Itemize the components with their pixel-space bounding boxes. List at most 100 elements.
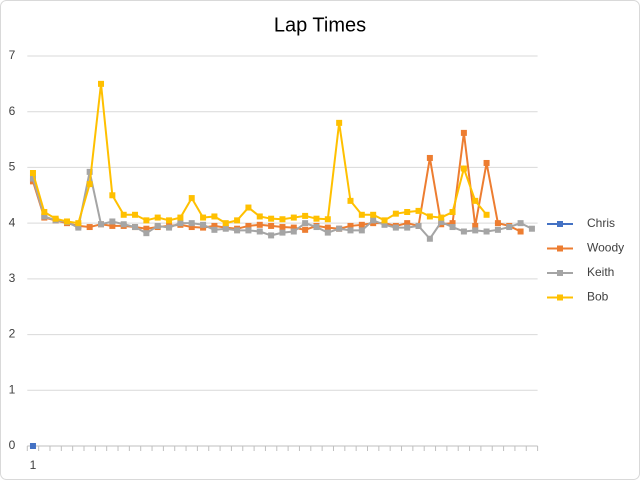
data-point (404, 209, 411, 215)
data-point (324, 229, 331, 236)
data-point (245, 222, 252, 229)
data-point (268, 232, 275, 239)
data-point (98, 80, 105, 87)
data-point (200, 221, 207, 228)
data-point (256, 228, 263, 235)
y-tick-label: 1 (9, 382, 16, 396)
data-point (392, 210, 399, 217)
data-point (370, 211, 377, 218)
y-tick-label: 7 (9, 48, 16, 62)
data-point (404, 224, 411, 231)
data-point (143, 217, 150, 224)
data-point (75, 220, 82, 227)
data-point (483, 159, 490, 166)
data-point (200, 214, 207, 221)
data-point (460, 129, 467, 136)
data-point (41, 209, 48, 215)
data-point (234, 217, 241, 224)
data-point (472, 222, 479, 229)
data-point (29, 175, 36, 182)
data-point (211, 222, 218, 229)
data-point (109, 218, 116, 225)
data-point (188, 220, 195, 227)
data-point (52, 215, 59, 222)
data-point (177, 214, 184, 221)
data-point (438, 214, 445, 221)
data-point (494, 220, 501, 227)
data-point (109, 192, 116, 199)
data-point (29, 443, 36, 449)
data-point (154, 222, 161, 229)
data-point (256, 221, 263, 228)
data-point (98, 221, 105, 228)
legend-label: Bob (587, 290, 609, 304)
data-point (347, 227, 354, 234)
data-point (222, 220, 229, 227)
data-point (279, 216, 286, 223)
data-point (426, 154, 433, 161)
data-point (392, 224, 399, 231)
data-point (370, 217, 377, 224)
data-point (472, 197, 479, 204)
data-point (29, 170, 36, 176)
data-point (358, 211, 365, 218)
data-point (381, 221, 388, 228)
data-point (222, 225, 229, 232)
data-point (347, 222, 354, 229)
data-point (506, 224, 513, 231)
data-point (358, 221, 365, 228)
data-point (132, 224, 139, 231)
data-point (426, 213, 433, 220)
data-point (460, 165, 467, 172)
data-point (177, 220, 184, 227)
data-point (324, 224, 331, 231)
data-point (245, 204, 252, 211)
data-point (483, 211, 490, 218)
data-point (188, 195, 195, 202)
data-point (426, 235, 433, 242)
data-point (234, 227, 241, 234)
data-point (166, 217, 173, 224)
legend-label: Woody (587, 241, 624, 255)
data-point (109, 222, 116, 229)
data-point (449, 220, 456, 227)
data-point (528, 225, 535, 232)
data-point (347, 197, 354, 204)
data-point (415, 222, 422, 229)
y-tick-label: 5 (9, 160, 16, 174)
data-point (449, 209, 456, 215)
data-point (120, 211, 127, 218)
data-point (302, 212, 309, 219)
data-point (313, 224, 320, 231)
data-point (472, 227, 479, 234)
legend-swatch (557, 294, 563, 301)
data-point (154, 214, 161, 221)
y-tick-label: 2 (9, 327, 16, 341)
data-point (313, 215, 320, 222)
legend-swatch (557, 245, 563, 252)
data-point (63, 218, 70, 225)
y-tick-label: 3 (9, 271, 16, 285)
data-point (86, 224, 93, 231)
data-point (41, 213, 48, 220)
data-point (256, 213, 263, 220)
data-point (86, 181, 93, 188)
data-point (268, 222, 275, 229)
data-point (324, 216, 331, 223)
data-point (211, 213, 218, 220)
data-point (143, 225, 150, 232)
data-point (245, 227, 252, 234)
data-point (290, 214, 297, 221)
data-point (268, 215, 275, 222)
data-point (290, 224, 297, 231)
data-point (166, 224, 173, 231)
y-tick-label: 6 (9, 104, 16, 118)
legend-swatch (557, 221, 563, 227)
x-tick-label: 1 (30, 458, 37, 472)
data-point (290, 228, 297, 235)
y-tick-label: 0 (9, 438, 16, 452)
data-point (302, 226, 309, 233)
data-point (143, 230, 150, 237)
